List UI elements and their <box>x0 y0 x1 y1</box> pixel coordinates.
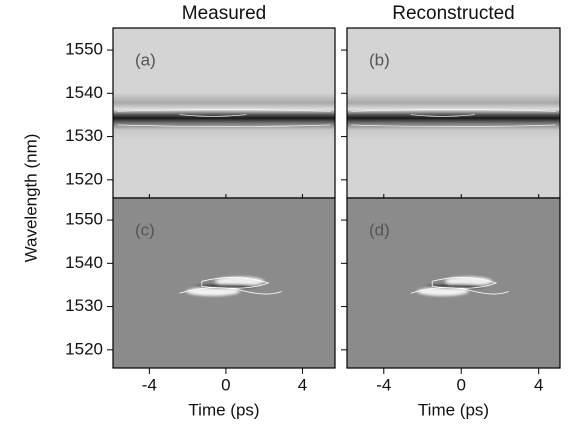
feature <box>186 276 264 296</box>
y-tick-label: 1520 <box>65 339 103 358</box>
y-tick-label: 1520 <box>65 169 103 188</box>
column-title: Measured <box>182 3 267 24</box>
spectrogram <box>113 28 335 198</box>
x-tick-label: 0 <box>221 375 230 394</box>
y-tick-label: 1530 <box>65 126 103 145</box>
panel-frame <box>112 197 336 369</box>
panel-label: (a) <box>135 50 156 69</box>
heatmap <box>347 198 560 368</box>
lobe <box>186 287 240 296</box>
y-tick-label: 1550 <box>65 40 103 59</box>
heatmap <box>113 28 335 198</box>
panel-label: (c) <box>135 220 155 239</box>
y-tick-label: 1540 <box>65 253 103 272</box>
x-tick-label: 4 <box>534 375 543 394</box>
x-tick-label: -4 <box>142 375 157 394</box>
y-tick-label: 1540 <box>65 83 103 102</box>
lobe <box>417 287 469 296</box>
panel-frame <box>346 197 561 369</box>
contour <box>180 277 282 294</box>
panel-label: (d) <box>369 220 390 239</box>
y-axis-label: Wavelength (nm) <box>21 134 40 263</box>
spectrogram <box>347 28 560 198</box>
contour <box>117 110 330 127</box>
x-tick-label: -4 <box>376 375 391 394</box>
y-tick-label: 1550 <box>65 210 103 229</box>
x-tick-label: 0 <box>457 375 466 394</box>
contour <box>411 277 509 294</box>
y-tick-label: 1530 <box>65 296 103 315</box>
x-axis-label: Time (ps) <box>188 400 259 419</box>
column-title: Reconstructed <box>392 3 515 24</box>
x-tick-label: 4 <box>298 375 307 394</box>
heatmap <box>113 198 335 368</box>
contour <box>351 110 555 127</box>
heatmap <box>347 28 560 198</box>
x-axis-label: Time (ps) <box>418 400 489 419</box>
panel-label: (b) <box>369 50 390 69</box>
